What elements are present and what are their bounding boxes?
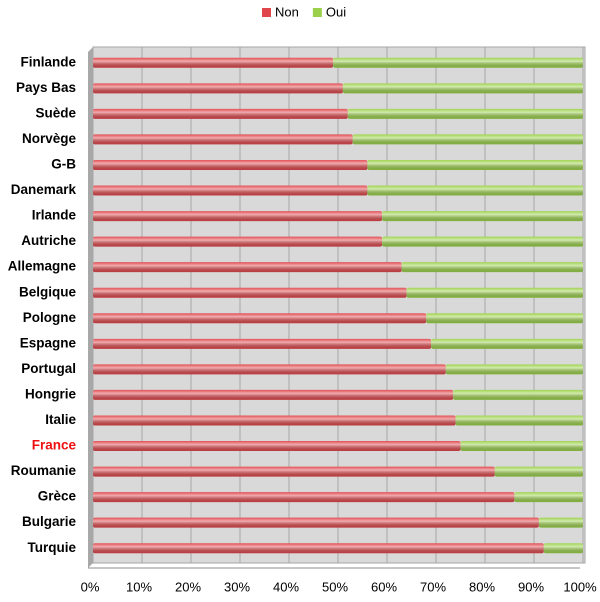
bar-shine (93, 313, 427, 324)
bar-shine (342, 83, 583, 94)
bar-shine (93, 415, 456, 426)
bar-shine (93, 492, 515, 503)
bar-shine (93, 134, 353, 145)
y-tick-label: Allemagne (8, 259, 77, 274)
x-tick-label: 0% (81, 579, 100, 594)
y-tick-label: Roumanie (11, 463, 77, 478)
bar-shine (93, 108, 348, 119)
bar-shine (367, 185, 583, 196)
bar-shine (93, 185, 368, 196)
bar-shine (93, 159, 368, 170)
y-tick-label: Pays Bas (16, 80, 76, 95)
y-tick-label: G-B (51, 157, 76, 172)
bar-shine (453, 389, 583, 400)
legend-swatch (312, 8, 322, 17)
bar-shine (426, 313, 583, 324)
y-tick-label: Italie (45, 412, 76, 427)
y-tick-label: Pologne (23, 310, 77, 325)
bar-shine (93, 466, 495, 477)
bar-shine (445, 364, 583, 375)
bar-shine (93, 287, 407, 298)
bar-shine (352, 134, 583, 145)
bar-shine (93, 57, 334, 68)
y-tick-label: Bulgarie (22, 514, 77, 529)
legend-label: Non (275, 4, 299, 19)
y-tick-label: Irlande (32, 208, 77, 223)
plot-area (92, 46, 586, 564)
bar-shine (538, 517, 583, 528)
y-tick-label: Turquie (28, 540, 77, 555)
x-tick-label: 10% (126, 579, 152, 594)
bar-shine (460, 441, 583, 452)
side-wall (88, 47, 93, 568)
x-tick-label: 90% (518, 579, 544, 594)
x-tick-label: 20% (175, 579, 201, 594)
bar-shine (347, 108, 583, 119)
bar-shine (367, 159, 583, 170)
y-tick-label: Suède (35, 105, 76, 120)
x-tick-label: 50% (322, 579, 348, 594)
bar-shine (93, 211, 383, 222)
bar-shine (543, 543, 583, 554)
y-tick-label: Grèce (38, 489, 77, 504)
x-tick-label: 30% (224, 579, 250, 594)
bar-shine (406, 287, 583, 298)
y-tick-label: Finlande (20, 54, 76, 69)
bar-shine (93, 364, 446, 375)
bar-shine (514, 492, 583, 503)
bar-shine (431, 338, 583, 349)
x-tick-label: 40% (273, 579, 299, 594)
bar-shine (93, 338, 432, 349)
bar-shine (93, 389, 454, 400)
bar-shine (93, 236, 383, 247)
y-tick-label: Espagne (20, 335, 77, 350)
y-tick-label: Portugal (21, 361, 76, 376)
bar-shine (93, 83, 343, 94)
y-tick-label: Hongrie (25, 386, 76, 401)
y-tick-label: Belgique (19, 284, 76, 299)
legend-label: Oui (326, 4, 346, 19)
bar-shine (93, 262, 402, 273)
bar-shine (455, 415, 583, 426)
bar-shine (494, 466, 583, 477)
x-tick-label: 100% (563, 579, 597, 594)
x-tick-label: 60% (371, 579, 397, 594)
bar-shine (382, 236, 583, 247)
bar-shine (93, 517, 539, 528)
bar-shine (401, 262, 583, 273)
bar-shine (93, 441, 461, 452)
bar-shine (333, 57, 583, 68)
bar-shine (382, 211, 583, 222)
x-tick-label: 80% (469, 579, 495, 594)
y-tick-label: Autriche (21, 233, 76, 248)
bar-shine (93, 543, 544, 554)
y-tick-label: Danemark (11, 182, 77, 197)
y-tick-label: France (32, 438, 77, 453)
y-tick-label: Norvège (22, 131, 77, 146)
x-tick-label: 70% (420, 579, 446, 594)
legend-swatch (262, 8, 271, 17)
